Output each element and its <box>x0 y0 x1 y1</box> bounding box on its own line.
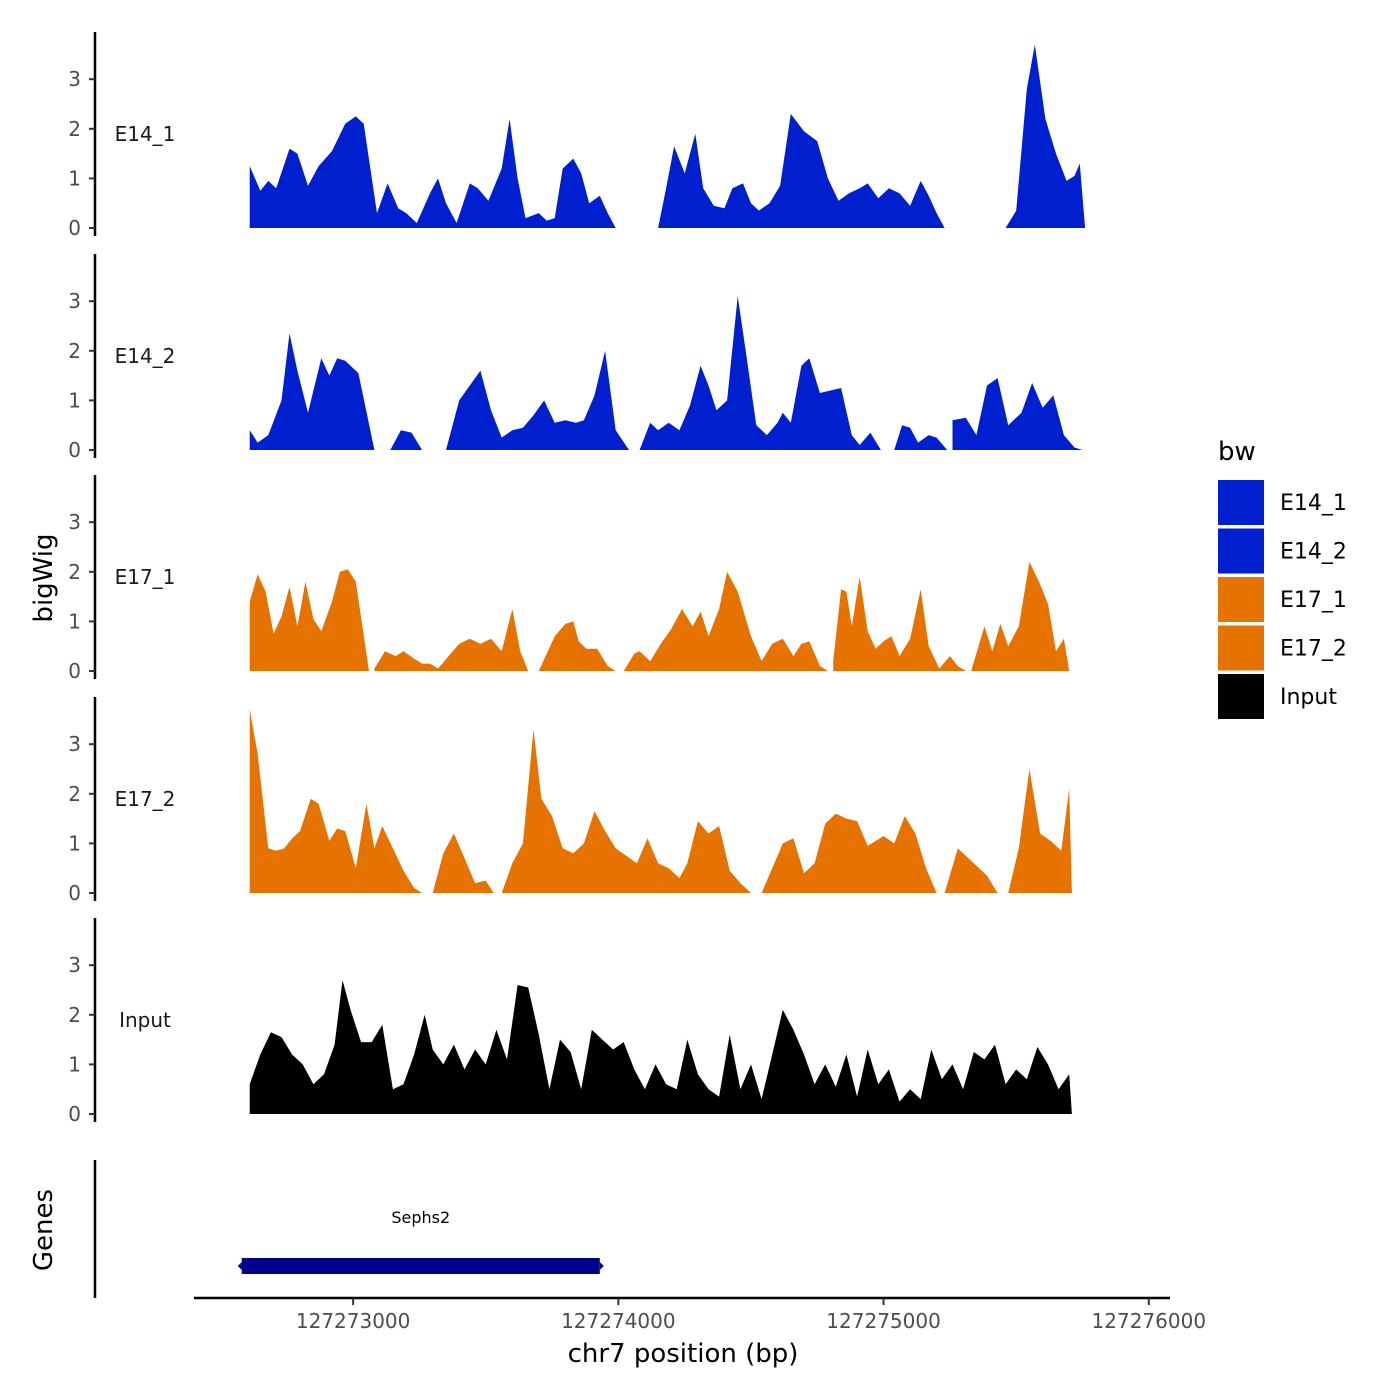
signal-area <box>658 113 945 228</box>
x-tick-label: 127275000 <box>826 1309 941 1333</box>
y-tick-label: 0 <box>68 1102 81 1126</box>
genes-axis-title: Genes <box>29 1189 59 1271</box>
x-tick-label: 127273000 <box>296 1309 411 1333</box>
y-tick-label: 1 <box>68 609 81 633</box>
track-label: Input <box>119 1008 171 1032</box>
signal-area <box>971 561 1070 671</box>
legend-swatch <box>1218 674 1264 719</box>
legend-swatch <box>1218 577 1264 622</box>
signal-area <box>639 296 881 450</box>
legend-swatch <box>1218 625 1264 671</box>
y-tick-label: 2 <box>68 339 81 363</box>
legend-label: E14_2 <box>1280 540 1347 565</box>
legend-item-e14-1: E14_1 <box>1218 480 1347 525</box>
y-tick-label: 2 <box>68 117 81 141</box>
x-axis: 127273000 127274000 127275000 127276000 <box>194 1296 1207 1333</box>
y-tick-label: 3 <box>68 732 81 756</box>
legend-label: E17_1 <box>1280 588 1347 613</box>
signal-area <box>1008 769 1072 893</box>
y-tick-label: 3 <box>68 67 81 91</box>
track-e14-1: 0 1 2 3 E14_1 <box>68 32 1086 240</box>
legend-item-input: Input <box>1218 674 1337 719</box>
track-label: E14_1 <box>115 122 176 146</box>
y-tick-label: 0 <box>68 438 81 462</box>
signal-area <box>833 576 966 671</box>
y-tick-label: 1 <box>68 166 81 190</box>
genes-panel: Sephs2 <box>93 1160 604 1298</box>
x-tick-label: 127274000 <box>561 1309 676 1333</box>
gene-sephs2: Sephs2 <box>237 1208 604 1274</box>
track-input: 0 1 2 3 Input <box>68 918 1072 1126</box>
signal-area <box>623 571 828 671</box>
y-tick-label: 3 <box>68 510 81 534</box>
y-tick-label: 0 <box>68 659 81 683</box>
signal-area <box>249 709 423 893</box>
legend-item-e17-2: E17_2 <box>1218 625 1347 671</box>
y-tick-label: 0 <box>68 216 81 240</box>
y-axis-title: bigWig <box>29 533 59 622</box>
signal-area <box>390 430 423 450</box>
legend-item-e14-2: E14_2 <box>1218 528 1347 574</box>
x-axis-title: chr7 position (bp) <box>568 1339 799 1369</box>
gene-start-cap <box>237 1262 242 1270</box>
gene-body <box>241 1258 600 1274</box>
signal-area <box>249 569 369 671</box>
track-label: E17_1 <box>115 565 176 589</box>
track-e14-2: 0 1 2 3 E14_2 <box>68 254 1083 462</box>
signal-area <box>249 116 616 228</box>
signal-area <box>374 609 529 671</box>
signal-area <box>761 813 937 893</box>
y-tick-label: 2 <box>68 1003 81 1027</box>
y-tick-label: 1 <box>68 388 81 412</box>
y-tick-label: 2 <box>68 560 81 584</box>
y-tick-label: 3 <box>68 953 81 977</box>
y-tick-label: 2 <box>68 782 81 806</box>
y-tick-label: 1 <box>68 1052 81 1076</box>
signal-area <box>249 980 1072 1114</box>
gene-end-cap <box>599 1262 604 1270</box>
y-tick-label: 3 <box>68 289 81 313</box>
legend-item-e17-1: E17_1 <box>1218 577 1347 622</box>
track-panels: 0 1 2 3 E14_1 0 1 2 3 E14_2 0 1 2 3 E17_1 0 1 2 3 E17_2 0 1 2 3… <box>68 32 1086 1126</box>
legend-swatch <box>1218 528 1264 574</box>
legend-label: E14_1 <box>1280 491 1347 516</box>
legend-swatch <box>1218 480 1264 525</box>
legend-title: bw <box>1218 437 1256 467</box>
track-e17-2: 0 1 2 3 E17_2 <box>68 697 1072 905</box>
signal-area <box>432 833 494 893</box>
gene-label: Sephs2 <box>391 1208 450 1227</box>
signal-area <box>944 848 998 893</box>
signal-area <box>952 378 1083 450</box>
signal-area <box>501 729 751 893</box>
legend-label: E17_2 <box>1280 637 1347 662</box>
legend-label: Input <box>1280 685 1337 710</box>
signal-area <box>1005 44 1086 228</box>
signal-area <box>894 425 948 450</box>
track-label: E14_2 <box>115 344 176 368</box>
x-tick-label: 127276000 <box>1092 1309 1207 1333</box>
signal-area <box>446 350 629 450</box>
track-label: E17_2 <box>115 787 176 811</box>
track-e17-1: 0 1 2 3 E17_1 <box>68 475 1070 683</box>
y-tick-label: 1 <box>68 831 81 855</box>
signal-area <box>538 621 616 671</box>
legend: bw E14_1 E14_2 E17_1 E17_2 Input <box>1218 437 1347 719</box>
signal-area <box>249 333 375 450</box>
y-tick-label: 0 <box>68 881 81 905</box>
